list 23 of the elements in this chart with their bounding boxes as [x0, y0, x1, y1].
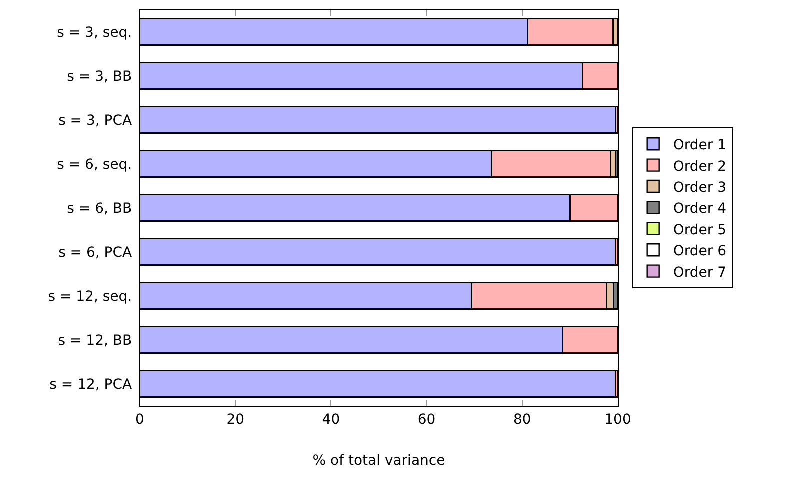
- x-tick-label: 20: [226, 412, 245, 428]
- x-tick-label: 0: [136, 412, 144, 428]
- legend-label: Order 7: [673, 264, 726, 281]
- y-tick-label: s = 6, PCA: [58, 244, 133, 261]
- legend-label: Order 3: [673, 180, 726, 196]
- y-tick-label: s = 12, seq.: [48, 288, 132, 305]
- x-tick-label: 60: [418, 412, 436, 428]
- legend-label: Order 1: [673, 138, 726, 154]
- y-tick-label: s = 3, seq.: [57, 24, 132, 41]
- y-tick-label: s = 3, BB: [67, 68, 132, 85]
- y-tick-label: s = 12, PCA: [50, 376, 133, 393]
- legend-label: Order 6: [673, 244, 727, 260]
- y-tick-label: s = 3, PCA: [58, 112, 133, 129]
- x-tick-label: 40: [322, 412, 340, 428]
- y-tick-label: s = 6, BB: [67, 200, 132, 217]
- legend-label: Order 4: [673, 201, 727, 218]
- y-tick-label: s = 6, seq.: [57, 156, 132, 173]
- x-tick-label: 100: [604, 412, 632, 428]
- x-axis-title: % of total variance: [312, 453, 446, 470]
- legend-label: Order 5: [673, 222, 726, 238]
- x-tick-label: 80: [513, 412, 532, 428]
- y-tick-label: s = 12, BB: [58, 332, 132, 349]
- legend-label: Order 2: [673, 158, 726, 175]
